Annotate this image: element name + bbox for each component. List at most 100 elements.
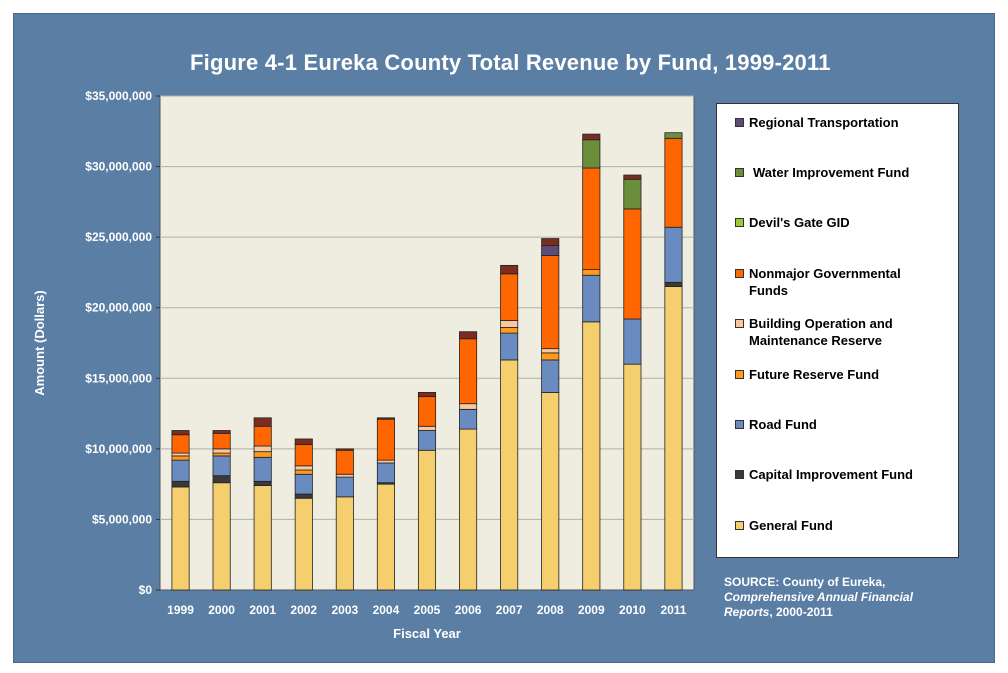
bar-road-fund-2001	[253, 456, 272, 482]
bar-building-operation-and-maintenance-reserve-2002	[294, 465, 313, 471]
bar-road-fund-2006	[459, 408, 478, 430]
bar-capital-improvement-fund-1999	[171, 480, 190, 488]
bar-future-reserve-fund-2000	[212, 452, 231, 457]
bar-water-improvement-fund-2011	[664, 132, 683, 139]
y-tick-label: $20,000,000	[85, 301, 152, 315]
bar-nonmajor-governmental-funds-1999	[171, 434, 190, 454]
x-tick-label: 2003	[331, 603, 358, 617]
bar-nonmajor-governmental-funds-2011	[664, 137, 683, 228]
bar-general-fund-2009	[582, 321, 601, 591]
source-line-2: Comprehensive Annual Financial	[724, 590, 913, 604]
chart-legend: Regional Transportation Water Improvemen…	[716, 103, 959, 558]
bar-nonmajor-governmental-funds-2000	[212, 432, 231, 450]
y-axis-title: Amount (Dollars)	[32, 290, 47, 395]
bar-nonmajor-governmental-funds-2001	[253, 425, 272, 447]
legend-swatch	[735, 118, 744, 127]
y-tick-label: $25,000,000	[85, 230, 152, 244]
bar-general-fund-2005	[417, 449, 437, 591]
bar-future-reserve-fund-2001	[253, 451, 272, 458]
source-note: SOURCE: County of Eureka, Comprehensive …	[724, 575, 984, 620]
legend-label: Building Operation and Maintenance Reser…	[749, 316, 893, 348]
legend-label: Future Reserve Fund	[749, 367, 880, 382]
bar-capital-improvement-fund-2000	[212, 475, 231, 484]
bar-nonmajor-governmental-funds-2005	[417, 396, 437, 427]
legend-label: Road Fund	[749, 417, 817, 432]
bar-general-fund-2008	[541, 391, 560, 591]
bar-capital-improvement-fund-2002	[294, 493, 313, 499]
legend-swatch	[735, 420, 744, 429]
bar-future-reserve-fund-1999	[171, 455, 190, 461]
x-tick-label: 2008	[537, 603, 564, 617]
bar-general-fund-2002	[294, 497, 313, 591]
bar-other-1999	[171, 430, 190, 436]
bar-general-fund-2010	[623, 363, 642, 591]
bar-building-operation-and-maintenance-reserve-2007	[500, 320, 519, 328]
legend-label: Devil's Gate GID	[749, 215, 850, 230]
bar-general-fund-2004	[376, 483, 395, 591]
x-tick-label: 2000	[208, 603, 235, 617]
bar-future-reserve-fund-2007	[500, 327, 519, 334]
source-line-1: SOURCE: County of Eureka,	[724, 575, 886, 589]
bar-general-fund-2011	[664, 286, 683, 591]
bar-future-reserve-fund-2009	[582, 269, 601, 276]
bar-water-improvement-fund-2009	[582, 139, 601, 169]
y-tick-label: $10,000,000	[85, 442, 152, 456]
bar-nonmajor-governmental-funds-2010	[623, 208, 642, 320]
bar-nonmajor-governmental-funds-2004	[376, 418, 395, 461]
bar-road-fund-2003	[335, 476, 354, 498]
bar-general-fund-1999	[171, 486, 190, 591]
legend-swatch	[735, 168, 744, 177]
legend-label: General Fund	[749, 518, 833, 533]
chart-title: Figure 4-1 Eureka County Total Revenue b…	[190, 50, 831, 75]
bar-nonmajor-governmental-funds-2007	[500, 273, 519, 321]
x-tick-label: 1999	[167, 603, 194, 617]
legend-swatch	[735, 319, 744, 328]
bar-road-fund-2010	[623, 318, 642, 365]
x-tick-label: 2001	[249, 603, 276, 617]
source-line-3: Reports, 2000-2011	[724, 605, 984, 620]
bar-regional-transportation-2008	[541, 245, 560, 256]
bar-other-2007	[500, 264, 519, 275]
bar-road-fund-1999	[171, 459, 190, 482]
bar-general-fund-2003	[335, 496, 354, 591]
bar-other-2004	[376, 417, 395, 420]
legend-swatch	[735, 269, 744, 278]
legend-label: Water Improvement Fund	[753, 165, 910, 180]
bar-general-fund-2007	[500, 359, 519, 591]
x-tick-label: 2002	[290, 603, 317, 617]
x-tick-label: 2004	[373, 603, 400, 617]
bar-other-2008	[541, 238, 560, 247]
bar-road-fund-2004	[376, 462, 395, 484]
bar-other-2009	[582, 133, 601, 141]
bar-building-operation-and-maintenance-reserve-2003	[335, 473, 354, 478]
bar-water-improvement-fund-2010	[623, 178, 642, 210]
bar-building-operation-and-maintenance-reserve-2008	[541, 348, 560, 354]
bar-building-operation-and-maintenance-reserve-1999	[171, 452, 190, 457]
bar-building-operation-and-maintenance-reserve-2006	[459, 403, 478, 410]
bar-general-fund-2006	[459, 428, 478, 591]
bar-nonmajor-governmental-funds-2008	[541, 255, 560, 350]
bar-other-2000	[212, 430, 231, 434]
bar-road-fund-2009	[582, 274, 601, 323]
x-tick-label: 2009	[578, 603, 605, 617]
bar-future-reserve-fund-2002	[294, 469, 313, 475]
bar-nonmajor-governmental-funds-2006	[459, 338, 478, 405]
bar-capital-improvement-fund-2001	[253, 480, 272, 486]
bar-future-reserve-fund-2008	[541, 352, 560, 361]
bar-building-operation-and-maintenance-reserve-2001	[253, 445, 272, 453]
bar-nonmajor-governmental-funds-2002	[294, 444, 313, 467]
bar-road-fund-2011	[664, 226, 683, 283]
legend-swatch	[735, 470, 744, 479]
y-tick-label: $35,000,000	[85, 89, 152, 103]
x-tick-label: 2007	[496, 603, 523, 617]
legend-swatch	[735, 521, 744, 530]
bar-other-2006	[459, 331, 478, 340]
bar-road-fund-2005	[417, 430, 437, 451]
x-tick-label: 2005	[414, 603, 441, 617]
x-tick-label: 2010	[619, 603, 646, 617]
bar-nonmajor-governmental-funds-2009	[582, 167, 601, 271]
bar-capital-improvement-fund-2011	[664, 281, 683, 287]
y-tick-label: $15,000,000	[85, 371, 152, 385]
source-line-3-italic: Reports	[724, 605, 770, 619]
